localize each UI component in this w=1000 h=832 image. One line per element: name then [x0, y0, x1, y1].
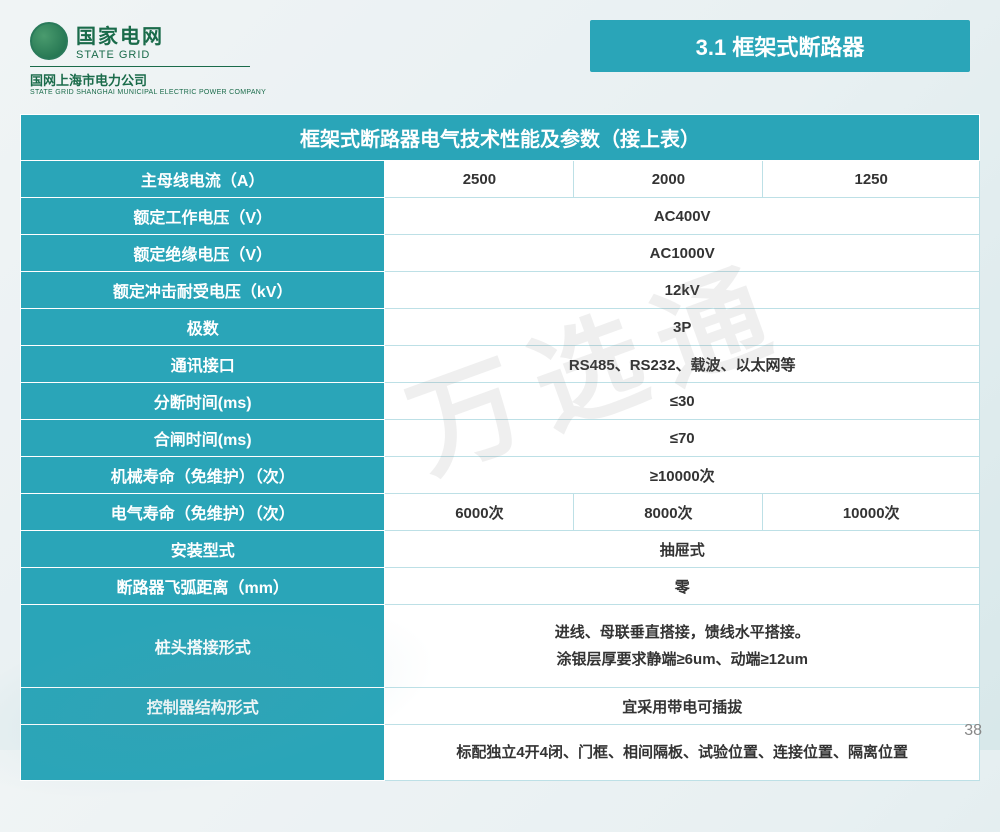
table-footer-value: 标配独立4开4闭、门框、相间隔板、试验位置、连接位置、隔离位置 — [385, 725, 980, 781]
row-value-cell: 6000次 — [385, 494, 574, 531]
header: 国家电网 STATE GRID 国网上海市电力公司 STATE GRID SHA… — [0, 0, 1000, 106]
table-row: 机械寿命（免维护）（次）≥10000次 — [21, 457, 980, 494]
row-label: 机械寿命（免维护）（次） — [21, 457, 385, 494]
row-value: 12kV — [385, 272, 980, 309]
row-value: AC400V — [385, 198, 980, 235]
row-value-cell: 1250 — [763, 161, 980, 198]
table-row: 断路器飞弧距离（mm）零 — [21, 568, 980, 605]
row-value: ≥10000次 — [385, 457, 980, 494]
row-value: 3P — [385, 309, 980, 346]
row-value: 零 — [385, 568, 980, 605]
row-label: 合闸时间(ms) — [21, 420, 385, 457]
table-row: 合闸时间(ms)≤70 — [21, 420, 980, 457]
row-label: 主母线电流（A） — [21, 161, 385, 198]
row-value-cell: 10000次 — [763, 494, 980, 531]
subcompany-cn: 国网上海市电力公司 — [30, 70, 266, 89]
table-footer-label — [21, 725, 385, 781]
table-row: 主母线电流（A）250020001250 — [21, 161, 980, 198]
table-row: 桩头搭接形式进线、母联垂直搭接，馈线水平搭接。涂银层厚要求静端≥6um、动端≥1… — [21, 605, 980, 688]
row-label: 分断时间(ms) — [21, 383, 385, 420]
table-row: 额定工作电压（V）AC400V — [21, 198, 980, 235]
section-badge: 3.1 框架式断路器 — [590, 20, 970, 72]
row-label: 安装型式 — [21, 531, 385, 568]
table-title-row: 框架式断路器电气技术性能及参数（接上表） — [21, 115, 980, 161]
row-value: 宜采用带电可插拔 — [385, 688, 980, 725]
row-label: 电气寿命（免维护）（次） — [21, 494, 385, 531]
page-number: 38 — [964, 722, 982, 740]
table-row: 安装型式抽屉式 — [21, 531, 980, 568]
table-footer-row: 标配独立4开4闭、门框、相间隔板、试验位置、连接位置、隔离位置 — [21, 725, 980, 781]
spec-table: 框架式断路器电气技术性能及参数（接上表） 主母线电流（A）25002000125… — [20, 114, 980, 781]
subcompany-en: STATE GRID SHANGHAI MUNICIPAL ELECTRIC P… — [30, 89, 266, 96]
row-label: 断路器飞弧距离（mm） — [21, 568, 385, 605]
table-row: 额定冲击耐受电压（kV）12kV — [21, 272, 980, 309]
row-value: 抽屉式 — [385, 531, 980, 568]
table-row: 电气寿命（免维护）（次）6000次8000次10000次 — [21, 494, 980, 531]
row-label: 额定绝缘电压（V） — [21, 235, 385, 272]
table-row: 额定绝缘电压（V）AC1000V — [21, 235, 980, 272]
row-value: AC1000V — [385, 235, 980, 272]
row-value: ≤30 — [385, 383, 980, 420]
row-value: 进线、母联垂直搭接，馈线水平搭接。涂银层厚要求静端≥6um、动端≥12um — [385, 605, 980, 688]
table-row: 控制器结构形式宜采用带电可插拔 — [21, 688, 980, 725]
row-label: 极数 — [21, 309, 385, 346]
row-label: 额定冲击耐受电压（kV） — [21, 272, 385, 309]
table-row: 极数3P — [21, 309, 980, 346]
row-value-cell: 2500 — [385, 161, 574, 198]
row-value: RS485、RS232、载波、以太网等 — [385, 346, 980, 383]
logo-block: 国家电网 STATE GRID 国网上海市电力公司 STATE GRID SHA… — [30, 20, 266, 96]
logo-text-en: STATE GRID — [76, 49, 164, 61]
row-value-cell: 8000次 — [574, 494, 763, 531]
row-label: 桩头搭接形式 — [21, 605, 385, 688]
row-value: ≤70 — [385, 420, 980, 457]
stategrid-logo-icon — [30, 22, 68, 60]
row-label: 通讯接口 — [21, 346, 385, 383]
logo-divider — [30, 66, 250, 67]
table-row: 通讯接口RS485、RS232、载波、以太网等 — [21, 346, 980, 383]
table-row: 分断时间(ms)≤30 — [21, 383, 980, 420]
row-label: 控制器结构形式 — [21, 688, 385, 725]
row-label: 额定工作电压（V） — [21, 198, 385, 235]
row-value-cell: 2000 — [574, 161, 763, 198]
logo-text-cn: 国家电网 — [76, 20, 164, 49]
spec-table-wrap: 框架式断路器电气技术性能及参数（接上表） 主母线电流（A）25002000125… — [0, 114, 1000, 781]
table-title: 框架式断路器电气技术性能及参数（接上表） — [21, 115, 980, 161]
